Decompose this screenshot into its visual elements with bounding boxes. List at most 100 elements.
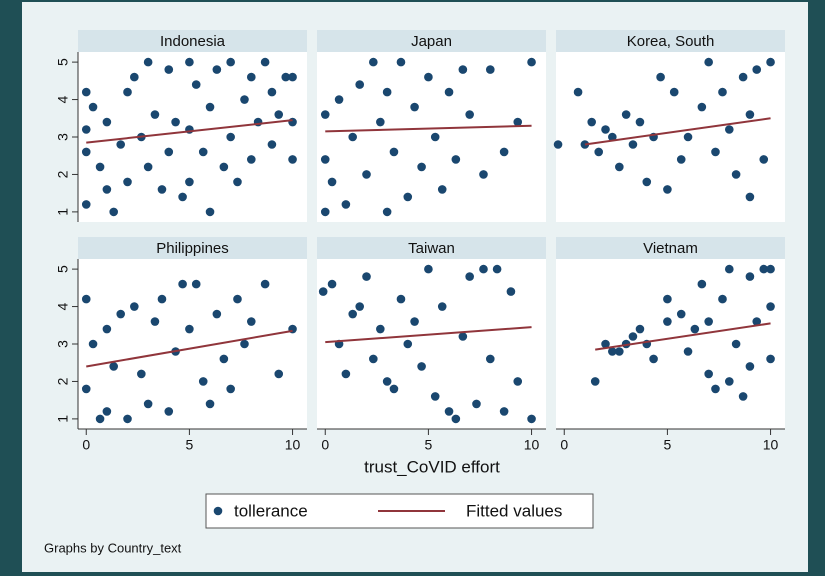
point xyxy=(669,87,679,97)
point xyxy=(320,155,330,164)
panel-header xyxy=(78,237,307,259)
point xyxy=(376,324,385,334)
y-tick-label: 4 xyxy=(55,95,71,103)
point xyxy=(628,332,638,341)
point xyxy=(109,362,118,371)
point xyxy=(499,407,509,416)
point xyxy=(410,102,419,112)
point xyxy=(137,369,146,379)
y-tick-label: 3 xyxy=(55,133,71,141)
point xyxy=(327,279,337,289)
point xyxy=(410,317,419,326)
point xyxy=(198,377,208,386)
point xyxy=(752,65,762,74)
point xyxy=(403,192,413,202)
y-tick-label: 2 xyxy=(55,377,71,385)
point xyxy=(130,302,139,311)
point xyxy=(150,317,160,326)
point xyxy=(382,377,392,386)
point xyxy=(424,264,433,274)
point xyxy=(233,294,242,304)
point xyxy=(205,399,215,409)
point xyxy=(341,200,351,209)
x-tick-label: 10 xyxy=(763,437,779,453)
point xyxy=(437,302,447,311)
point xyxy=(102,117,112,127)
point xyxy=(527,414,536,424)
panel-title: Vietnam xyxy=(643,240,698,257)
point xyxy=(95,162,105,172)
fit-line xyxy=(584,117,771,146)
point xyxy=(704,369,713,379)
point xyxy=(389,147,399,157)
point xyxy=(766,354,775,364)
point xyxy=(676,309,686,319)
point xyxy=(191,80,201,89)
point xyxy=(123,414,132,424)
point xyxy=(260,57,270,67)
legend-marker xyxy=(213,506,223,516)
point xyxy=(348,309,357,319)
point xyxy=(527,57,536,67)
point xyxy=(212,309,222,319)
point xyxy=(205,207,215,217)
point xyxy=(711,384,720,394)
point xyxy=(458,332,468,341)
point xyxy=(396,57,406,67)
point xyxy=(219,162,229,172)
point xyxy=(205,102,215,112)
plot-area xyxy=(317,259,546,429)
panel-title: Japan xyxy=(411,33,452,50)
note: Graphs by Country_text xyxy=(44,540,182,555)
point xyxy=(185,177,194,187)
point xyxy=(123,177,132,187)
point xyxy=(81,125,91,134)
point xyxy=(109,207,118,217)
y-tick-label: 1 xyxy=(55,415,71,423)
point xyxy=(327,177,337,187)
point xyxy=(123,87,132,97)
point xyxy=(499,147,509,157)
y-tick-label: 2 xyxy=(55,170,71,178)
point xyxy=(81,384,91,394)
point xyxy=(590,377,600,386)
point xyxy=(485,354,495,364)
point xyxy=(143,57,153,67)
y-tick-label: 1 xyxy=(55,208,71,216)
point xyxy=(185,324,194,334)
point xyxy=(226,57,235,67)
y-tick-label: 3 xyxy=(55,340,71,348)
x-tick-label: 0 xyxy=(560,437,568,453)
y-tick-label: 5 xyxy=(55,265,71,273)
point xyxy=(444,87,454,97)
point xyxy=(102,407,112,416)
point xyxy=(348,132,357,142)
point xyxy=(635,324,645,334)
point xyxy=(628,140,638,149)
point xyxy=(362,272,371,281)
panel-title: Philippines xyxy=(156,240,229,257)
point xyxy=(226,384,235,394)
point xyxy=(240,95,249,104)
point xyxy=(663,185,672,194)
x-tick-label: 10 xyxy=(524,437,540,453)
point xyxy=(164,407,174,416)
point xyxy=(697,279,707,289)
point xyxy=(417,362,426,371)
point xyxy=(102,324,112,334)
point xyxy=(451,155,461,164)
point xyxy=(608,132,617,142)
point xyxy=(362,170,371,179)
point xyxy=(683,132,693,142)
point xyxy=(718,87,727,97)
x-axis-title: trust_CoVID effort xyxy=(364,457,500,476)
point xyxy=(185,57,194,67)
point xyxy=(465,110,474,119)
point xyxy=(382,87,392,97)
point xyxy=(745,272,755,281)
panel-header xyxy=(317,237,546,259)
x-tick-label: 0 xyxy=(321,437,329,453)
point xyxy=(246,72,256,82)
x-tick-label: 5 xyxy=(186,437,194,453)
point xyxy=(389,384,399,394)
